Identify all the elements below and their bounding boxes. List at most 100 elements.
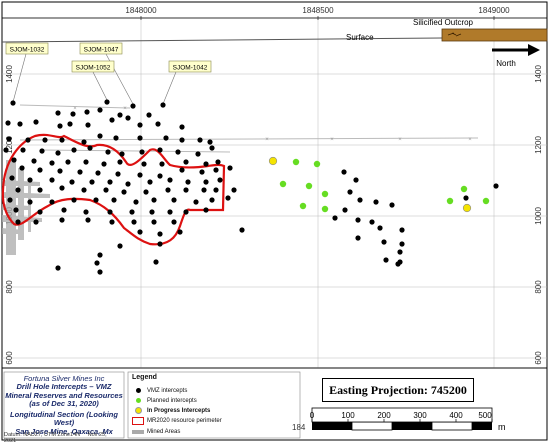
in-progress-dot-icon [134, 407, 142, 414]
vmz-intercept-point [105, 149, 111, 155]
north-label: North [496, 59, 516, 68]
vmz-intercept-point [125, 115, 131, 121]
vmz-intercept-point [121, 189, 127, 195]
svg-text:×: × [73, 106, 77, 112]
left-tick-label: 1400 [5, 65, 14, 83]
legend-item-planned: Planned intercepts [132, 396, 197, 405]
vmz-intercept-point [20, 147, 26, 153]
vmz-intercept-point [117, 243, 123, 249]
vmz-intercept-point [167, 209, 173, 215]
vmz-intercept-point [37, 209, 43, 215]
vmz-intercept-point [137, 122, 143, 128]
vmz-intercept-point [70, 111, 76, 117]
vmz-intercept-point [71, 197, 77, 203]
vmz-intercept-point [397, 249, 403, 255]
left-tick-label: 600 [5, 351, 14, 365]
vmz-intercept-point [101, 161, 107, 167]
vmz-intercept-point [171, 197, 177, 203]
scale-tick-label: 400 [449, 411, 463, 420]
legend-item-vmz: VMZ intercepts [132, 386, 187, 395]
scale-tick-label: 0 [310, 411, 315, 420]
scale-unit: m [498, 422, 506, 432]
vmz-intercept-point [37, 167, 43, 173]
scale-tick-label: 100 [341, 411, 355, 420]
vmz-intercept-point [177, 229, 183, 235]
vmz-intercept-point [31, 158, 37, 164]
vmz-intercept-point [203, 161, 209, 167]
legend-item-label: VMZ intercepts [147, 387, 188, 394]
vmz-intercept-point [179, 124, 185, 130]
vmz-intercept-point [157, 241, 163, 247]
vmz-intercept-point [147, 179, 153, 185]
hole-label: SJOM-1047 [84, 47, 119, 54]
vmz-intercepts [3, 99, 499, 275]
scale-tick-label: 500 [478, 411, 492, 420]
vmz-intercept-point [355, 235, 361, 241]
in-progress-intercept-point [462, 203, 472, 213]
vmz-intercept-point [33, 119, 39, 125]
vmz-intercept-point [97, 133, 103, 139]
vmz-intercept-point [39, 148, 45, 154]
vmz-intercept-point [94, 260, 100, 266]
vmz-intercept-point [119, 151, 125, 157]
vmz-intercept-point [109, 117, 115, 123]
planned-intercept-point [321, 190, 329, 198]
info-box: Fortuna Silver Mines Inc Drill Hole Inte… [2, 370, 126, 444]
vmz-intercept-point [49, 160, 55, 166]
vmz-intercept-point [143, 189, 149, 195]
vmz-intercept-point [342, 207, 348, 213]
vmz-intercept-point [15, 187, 21, 193]
svg-text:×: × [330, 137, 334, 143]
vmz-intercept-point [131, 219, 137, 225]
vmz-intercept-point [3, 147, 9, 153]
hole-label-callouts: SJOM-1032 SJOM-1047 SJOM-1052 SJOM-1042 [5, 42, 212, 105]
vmz-intercept-point [97, 252, 103, 258]
vmz-intercept-point [341, 169, 347, 175]
vmz-intercept-point [113, 135, 119, 141]
vmz-intercept-point [84, 109, 90, 115]
vmz-intercept-point [141, 161, 147, 167]
grid-lines [2, 18, 547, 368]
vmz-intercept-point [201, 187, 207, 193]
vmz-intercept-point [137, 229, 143, 235]
vmz-intercept-point [77, 169, 83, 175]
vmz-intercept-point [183, 187, 189, 193]
svg-text:×: × [398, 137, 402, 143]
vmz-intercept-point [95, 170, 101, 176]
legend-border [127, 371, 301, 439]
mined-area-icon [132, 429, 144, 434]
vmz-intercept-point [207, 139, 213, 145]
vmz-intercept-point [381, 239, 387, 245]
planned-intercept-point [446, 197, 454, 205]
vmz-intercept-point [197, 137, 203, 143]
top-tick-label: 1848000 [125, 6, 157, 15]
planned-intercept-point [305, 182, 313, 190]
outcrop-label: Silicified Outcrop [413, 18, 474, 27]
vmz-intercept-point [332, 215, 338, 221]
vmz-intercept-point [55, 265, 61, 271]
datum-text: Datum: NAD27, UTM Zone14N [4, 432, 81, 438]
vmz-intercept-point [81, 187, 87, 193]
legend-item-label: Mined Areas [147, 428, 181, 435]
vmz-intercept-point [107, 179, 113, 185]
in-progress-intercept-point [268, 156, 278, 166]
title-line: Mineral Reserves and Resources [5, 390, 123, 400]
vmz-intercept-point [203, 179, 209, 185]
vmz-intercept-point [157, 173, 163, 179]
vmz-intercept-point [5, 120, 11, 126]
vmz-intercept-point [137, 172, 143, 178]
vmz-intercept-point [27, 177, 33, 183]
hole-label: SJOM-1032 [10, 47, 45, 54]
vmz-intercept-point [373, 199, 379, 205]
section-line: Longitudinal Section (Looking West) [10, 409, 118, 427]
svg-text:×: × [123, 106, 127, 112]
vmz-intercept-point [157, 231, 163, 237]
vmz-intercept-point [83, 159, 89, 165]
legend-item-in-progress: In Progress Intercepts [132, 406, 210, 415]
vmz-intercept-point [59, 217, 65, 223]
vmz-intercept-point [111, 197, 117, 203]
vmz-intercept-point [19, 165, 25, 171]
legend-item-label: MR2020 resource perimeter [147, 417, 222, 424]
vmz-intercept-point [213, 167, 219, 173]
